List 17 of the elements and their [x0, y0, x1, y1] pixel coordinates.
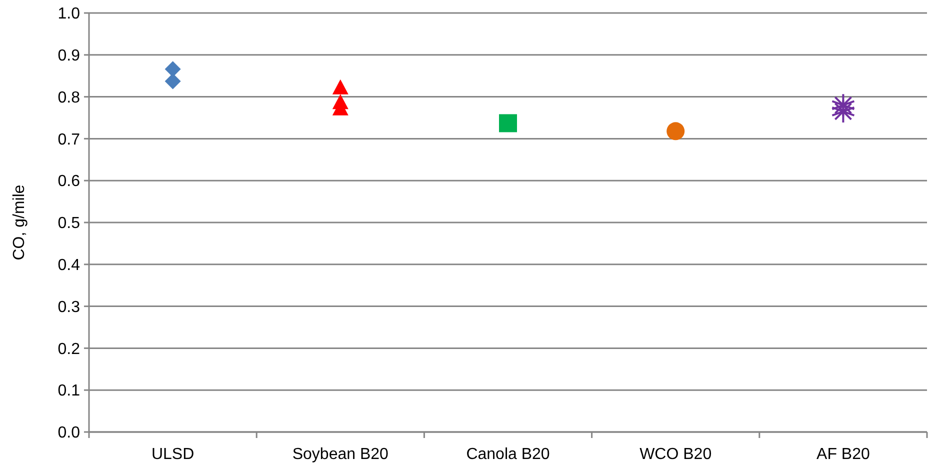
x-tick-label: WCO B20	[640, 446, 712, 463]
y-tick-label: 0.1	[58, 382, 80, 400]
y-tick-label: 0.8	[58, 89, 80, 106]
y-tick-label: 0.2	[58, 340, 80, 358]
y-tick-label: 0.4	[58, 257, 80, 274]
x-tick-label: Canola B20	[466, 446, 550, 463]
x-tick-label: ULSD	[151, 446, 194, 463]
y-tick-label: 0.9	[58, 48, 80, 64]
y-tick-label: 0.6	[58, 173, 80, 190]
y-axis-title: CO, g/mile	[11, 184, 28, 260]
y-tick-label: 0.7	[58, 131, 80, 148]
x-tick-label: AF B20	[816, 446, 870, 463]
y-tick-label: 0.3	[58, 298, 80, 316]
y-tick-label: 0.0	[58, 424, 80, 442]
y-tick-label: 1.0	[58, 6, 80, 23]
y-tick-label: 0.5	[58, 215, 80, 232]
x-tick-label: Soybean B20	[292, 446, 389, 463]
